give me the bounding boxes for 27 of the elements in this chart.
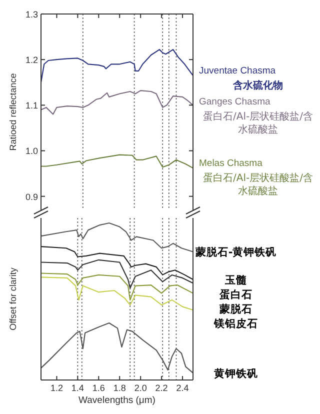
series-label: Juventae Chasma xyxy=(199,66,276,77)
text: 蒙脱石 xyxy=(218,302,252,316)
y-tick-label: 1.3 xyxy=(25,10,38,20)
text: 黄钾铁矾 xyxy=(213,366,258,380)
x-tick-label: 2.0 xyxy=(134,383,147,393)
y-tick-label: 0.9 xyxy=(25,192,38,202)
y-axis-title: Offset for clarity xyxy=(8,267,18,330)
x-tick-label: 1.4 xyxy=(71,383,84,393)
x-axis-title: Wavelengths (μm) xyxy=(78,395,156,406)
text: 玉髓 xyxy=(224,274,248,287)
x-tick-label: 1.2 xyxy=(50,383,63,393)
x-tick-label: 1.8 xyxy=(113,383,126,393)
text: 蛋白石 xyxy=(218,288,252,302)
text: 蛋白石/Al-层状硅酸盐/含水硫酸盐 xyxy=(203,110,313,136)
series-label: Melas Chasma xyxy=(199,158,264,170)
y-tick-label: 1.2 xyxy=(25,55,38,66)
x-tick-label: 1.6 xyxy=(92,383,105,393)
x-tick-label: 2.4 xyxy=(176,383,189,393)
series-label: Ganges Chasma xyxy=(199,96,272,108)
x-tick-label: 2.2 xyxy=(155,383,168,393)
text: 含水硫化物 xyxy=(232,80,283,92)
series-label: 蒙脱石-黄钾铁矾 xyxy=(194,246,277,259)
y-tick-label: 1.0 xyxy=(25,146,38,156)
text: 镁铝皮石 xyxy=(213,317,258,330)
y-axis-title: Ratioed reflectance xyxy=(8,73,18,151)
y-tick-label: 1.1 xyxy=(25,100,38,111)
text: 蛋白石/Al-层状硅酸盐/含水硫酸盐 xyxy=(203,172,313,198)
